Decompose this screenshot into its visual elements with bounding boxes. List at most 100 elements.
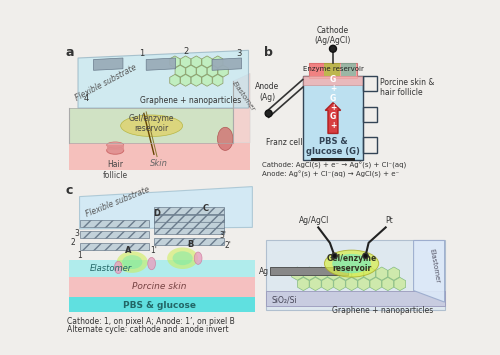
Text: D: D: [154, 209, 160, 218]
Text: Ag: Ag: [258, 267, 268, 276]
Text: 1: 1: [77, 251, 82, 260]
Bar: [154, 215, 224, 222]
Bar: [310, 158, 356, 161]
Bar: [270, 267, 347, 275]
Bar: [266, 240, 444, 310]
FancyArrow shape: [325, 103, 340, 133]
Text: Anode
(Ag): Anode (Ag): [255, 82, 279, 102]
Bar: [363, 106, 377, 122]
Bar: [80, 243, 150, 250]
Text: PBS & glucose: PBS & glucose: [123, 301, 196, 310]
Bar: [324, 62, 340, 76]
Text: Anode: Ag°(s) + Cl⁻(aq) → AgCl(s) + e⁻: Anode: Ag°(s) + Cl⁻(aq) → AgCl(s) + e⁻: [262, 170, 400, 178]
Text: Hair
follicle: Hair follicle: [102, 160, 128, 180]
Text: 2: 2: [184, 47, 189, 56]
Text: 2': 2': [225, 241, 232, 250]
Ellipse shape: [120, 115, 182, 137]
Text: Elastomer: Elastomer: [230, 80, 256, 113]
Text: Ag/AgCl: Ag/AgCl: [299, 216, 330, 225]
Text: +: +: [330, 121, 336, 130]
Text: SiO₂/Si: SiO₂/Si: [272, 295, 297, 304]
Text: Skin: Skin: [150, 159, 168, 168]
Text: +: +: [330, 103, 336, 112]
Text: G: G: [330, 93, 336, 103]
Ellipse shape: [106, 147, 124, 154]
Ellipse shape: [148, 257, 156, 270]
Polygon shape: [68, 108, 233, 143]
Text: 2: 2: [71, 238, 76, 247]
Polygon shape: [212, 58, 242, 70]
Ellipse shape: [122, 255, 142, 269]
Ellipse shape: [218, 127, 233, 151]
Ellipse shape: [330, 45, 336, 52]
Bar: [154, 215, 224, 222]
Bar: [68, 297, 254, 312]
Polygon shape: [68, 108, 233, 143]
Polygon shape: [233, 73, 250, 143]
Bar: [363, 137, 377, 153]
Text: Porcine skin: Porcine skin: [132, 282, 186, 291]
Polygon shape: [146, 58, 176, 70]
Polygon shape: [94, 58, 123, 70]
Bar: [106, 145, 124, 151]
Text: 3': 3': [220, 231, 226, 240]
Text: b: b: [264, 46, 273, 59]
Bar: [303, 76, 363, 85]
Bar: [80, 231, 150, 238]
Text: Enzyme reservoir: Enzyme reservoir: [302, 66, 364, 72]
Ellipse shape: [265, 110, 272, 117]
Text: A: A: [125, 246, 132, 255]
Bar: [309, 62, 357, 78]
Bar: [80, 220, 150, 226]
Ellipse shape: [194, 252, 202, 264]
Bar: [303, 76, 363, 160]
Bar: [154, 207, 224, 214]
Ellipse shape: [332, 253, 337, 258]
Ellipse shape: [106, 142, 124, 148]
Ellipse shape: [172, 251, 193, 265]
Text: Elastomer: Elastomer: [428, 248, 440, 284]
Text: Graphene + nanoparticles: Graphene + nanoparticles: [332, 306, 433, 315]
Text: Pt: Pt: [385, 216, 392, 225]
Text: Elastomer: Elastomer: [90, 264, 132, 273]
Text: Cathode
(Ag/AgCl): Cathode (Ag/AgCl): [315, 26, 351, 45]
Text: Cathode: AgCl(s) + e⁻ → Ag°(s) + Cl⁻(aq): Cathode: AgCl(s) + e⁻ → Ag°(s) + Cl⁻(aq): [262, 162, 406, 169]
Text: a: a: [66, 46, 74, 59]
Text: Gel/enzyme
reservoir: Gel/enzyme reservoir: [129, 114, 174, 133]
Text: C: C: [203, 204, 209, 213]
Ellipse shape: [332, 254, 371, 273]
Text: c: c: [66, 184, 73, 197]
Text: Alternate cycle: cathode and anode invert: Alternate cycle: cathode and anode inver…: [67, 325, 229, 334]
Bar: [68, 260, 254, 277]
Text: B: B: [187, 240, 194, 249]
Text: 3: 3: [74, 229, 79, 238]
Text: 4: 4: [83, 93, 88, 103]
Polygon shape: [68, 143, 250, 170]
Ellipse shape: [117, 251, 148, 273]
Text: Cathode: 1, on pixel A; Anode: 1’, on pixel B: Cathode: 1, on pixel A; Anode: 1’, on pi…: [67, 317, 235, 327]
Text: 1: 1: [139, 49, 144, 58]
Polygon shape: [78, 50, 248, 108]
Text: 1': 1': [150, 246, 158, 255]
Ellipse shape: [114, 261, 122, 274]
Bar: [266, 290, 444, 306]
Bar: [309, 62, 324, 76]
Polygon shape: [80, 187, 252, 229]
Bar: [154, 226, 224, 234]
Text: G: G: [330, 112, 336, 121]
Text: Graphene + nanoparticles: Graphene + nanoparticles: [140, 96, 241, 105]
Text: Franz cell: Franz cell: [266, 138, 303, 147]
Text: Flexible substrate: Flexible substrate: [74, 62, 138, 103]
Polygon shape: [414, 240, 444, 302]
Bar: [68, 277, 254, 297]
Text: Flexible substrate: Flexible substrate: [84, 185, 151, 219]
Bar: [154, 214, 224, 221]
Text: Gel/enzyme
reservoir: Gel/enzyme reservoir: [326, 254, 376, 273]
Ellipse shape: [324, 250, 378, 277]
Bar: [363, 76, 377, 91]
Text: +: +: [330, 84, 336, 93]
Bar: [340, 62, 356, 76]
Text: G: G: [330, 75, 336, 84]
Text: Porcine skin &
hair follicle: Porcine skin & hair follicle: [380, 77, 434, 97]
Bar: [154, 221, 224, 228]
